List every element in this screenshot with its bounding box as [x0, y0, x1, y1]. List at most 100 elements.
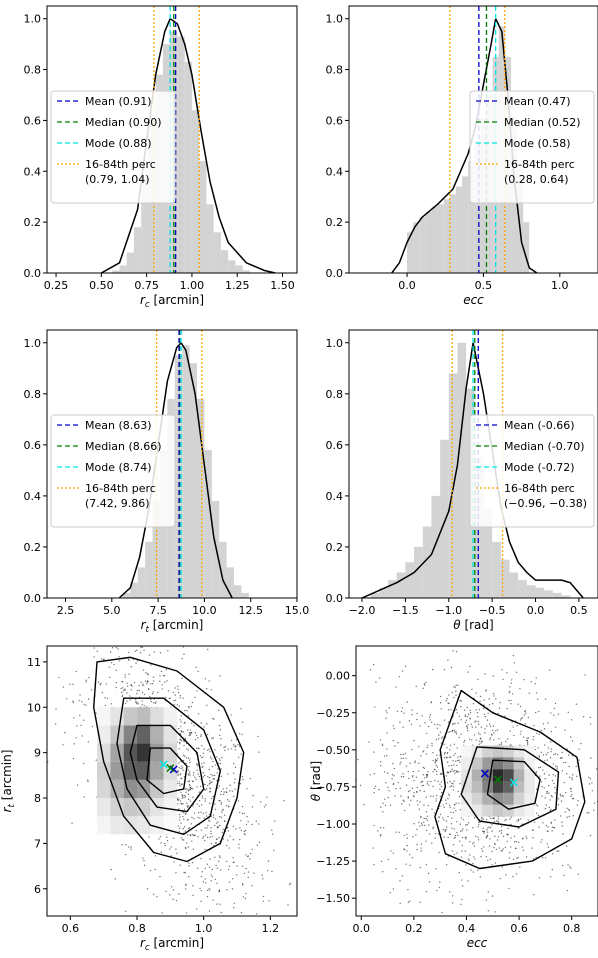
scatter-point [408, 720, 411, 722]
scatter-point [467, 880, 469, 882]
scatter-point [435, 868, 437, 870]
heatmap-cell [503, 781, 514, 793]
heatmap-cell [163, 779, 177, 799]
scatter-point [500, 829, 503, 832]
scatter-point [202, 812, 205, 815]
legend: Mean (0.47)Median (0.52)Mode (0.58)16-84… [469, 90, 595, 204]
scatter-point [159, 836, 162, 838]
scatter-point [508, 857, 511, 859]
scatter-point [399, 787, 402, 790]
scatter-point [454, 772, 456, 774]
scatter-point [497, 821, 500, 823]
scatter-point [417, 804, 419, 806]
scatter-point [206, 723, 208, 725]
scatter-point [593, 802, 596, 804]
scatter-point [561, 825, 563, 827]
scatter-point [181, 765, 183, 767]
scatter-point [500, 742, 503, 744]
scatter-point [444, 829, 446, 831]
scatter-point [406, 701, 408, 703]
scatter-point [462, 818, 465, 821]
scatter-point [206, 863, 208, 865]
x-tick-label: 12.5 [238, 604, 263, 617]
scatter-point [387, 786, 389, 789]
scatter-point [468, 858, 470, 860]
scatter-point [392, 852, 395, 854]
scatter-point [184, 721, 186, 724]
scatter-point [456, 831, 458, 834]
histogram-bar [552, 592, 562, 598]
scatter-point [94, 642, 95, 643]
scatter-point [515, 840, 517, 843]
scatter-point [204, 798, 206, 800]
scatter-point [192, 894, 194, 896]
histogram-bar [137, 567, 146, 598]
scatter-point [436, 766, 439, 768]
scatter-point [351, 699, 352, 700]
scatter-point [495, 820, 498, 822]
histogram-bar [449, 194, 456, 273]
scatter-point [147, 688, 150, 690]
scatter-point [425, 774, 428, 776]
scatter-point [397, 741, 399, 744]
heatmap-cell [482, 792, 493, 805]
scatter-point [143, 704, 145, 707]
scatter-point [255, 913, 258, 915]
scatter-point [156, 691, 159, 694]
x-tick-label: 0.4 [458, 922, 476, 935]
scatter-point [523, 678, 525, 681]
scatter-point [463, 709, 466, 711]
scatter-point [198, 775, 201, 778]
scatter-point [489, 725, 492, 728]
y-tick-label: 0.6 [24, 114, 42, 127]
x-tick-label: 0.0 [398, 279, 416, 292]
scatter-point [115, 646, 118, 649]
scatter-point [423, 767, 426, 770]
scatter-point [159, 680, 161, 682]
histogram-bar [213, 232, 221, 273]
scatter-point [438, 738, 440, 740]
scatter-point [510, 816, 512, 818]
scatter-point [46, 616, 47, 617]
scatter-point [537, 814, 540, 817]
scatter-point [385, 717, 387, 719]
scatter-point [191, 861, 194, 864]
scatter-point [505, 874, 507, 876]
scatter-point [373, 824, 375, 827]
scatter-point [481, 817, 483, 820]
scatter-point [177, 803, 179, 805]
scatter-point [238, 756, 240, 758]
scatter-point [563, 761, 565, 764]
scatter-point [447, 709, 450, 711]
rt_hist-panel: Mean (8.63)Median (8.66)Mode (8.74)16-84… [24, 329, 309, 635]
scatter-point [438, 816, 440, 818]
heatmap-cell [471, 781, 483, 793]
scatter-point [184, 888, 187, 890]
scatter-point [451, 723, 454, 725]
theta_hist-plot-area [361, 330, 584, 598]
scatter-point [212, 814, 215, 816]
scatter-point [483, 704, 485, 706]
scatter-point [150, 664, 152, 666]
scatter-point [578, 748, 580, 750]
scatter-point [200, 900, 202, 903]
scatter-point [478, 740, 481, 742]
scatter-point [451, 729, 454, 732]
scatter-point [392, 783, 395, 786]
scatter-point [491, 850, 493, 853]
scatter-point [187, 846, 190, 848]
scatter-point [324, 733, 325, 734]
scatter-point [210, 773, 212, 776]
scatter-point [519, 705, 522, 708]
scatter-point [424, 722, 426, 724]
scatter-point [426, 776, 428, 778]
scatter-point [251, 806, 254, 808]
scatter-point [223, 746, 225, 749]
scatter-point [472, 862, 474, 865]
scatter-point [450, 770, 452, 772]
scatter-point [387, 796, 389, 799]
scatter-point [245, 867, 247, 870]
scatter-point [54, 723, 57, 725]
scatter-point [150, 644, 151, 645]
y-tick-label: 9 [34, 747, 41, 760]
